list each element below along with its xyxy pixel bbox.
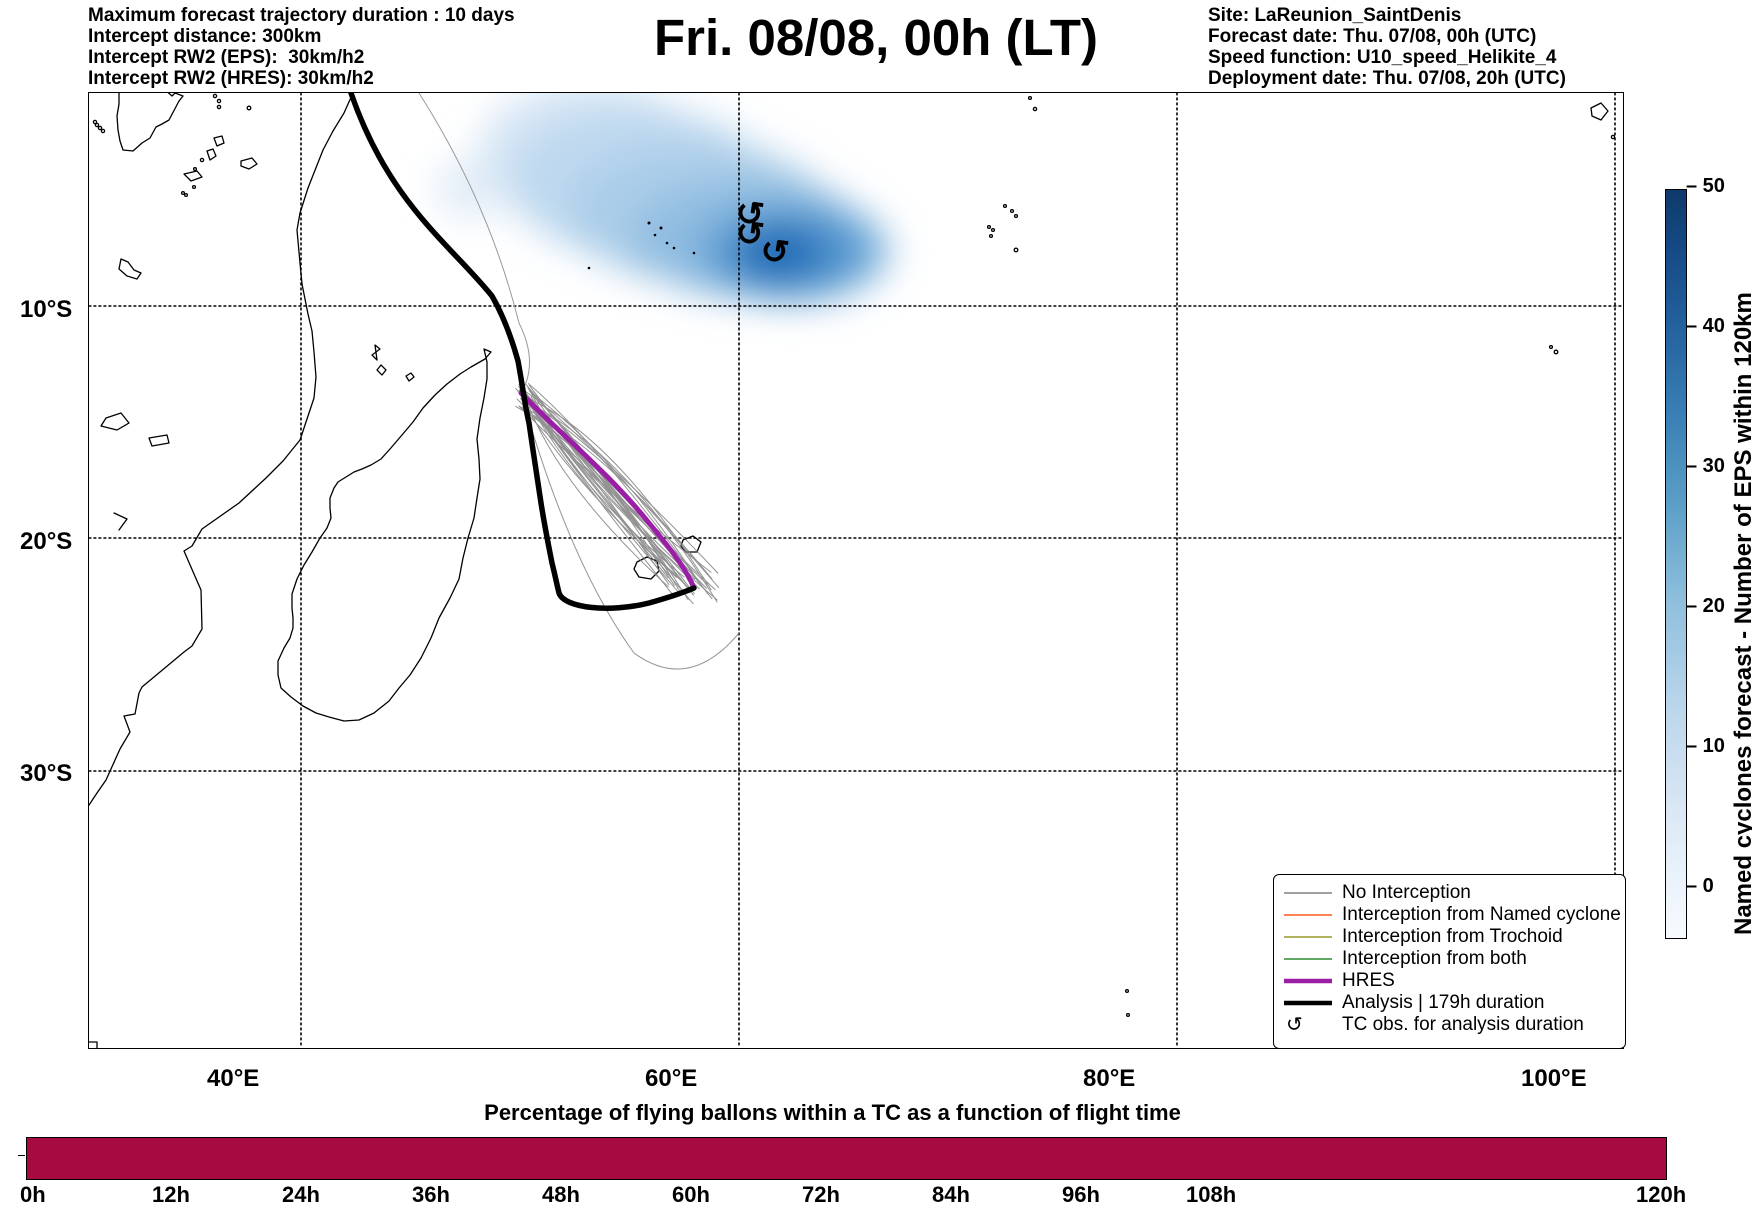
svg-text:↺: ↺ (758, 231, 792, 273)
svg-text:↺: ↺ (1286, 1014, 1303, 1036)
